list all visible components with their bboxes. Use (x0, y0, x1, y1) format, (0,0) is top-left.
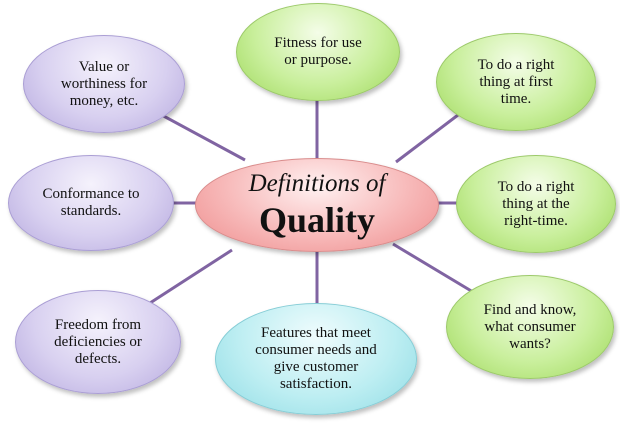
node-right-first-text: To do a right thing at first time. (477, 56, 555, 107)
node-features-text: Features that meet consumer needs and gi… (255, 325, 377, 392)
connector-right-first (395, 113, 459, 164)
node-conformance-text: Conformance to standards. (42, 186, 140, 219)
node-freedom: Freedom from deficiencies or defects. (15, 290, 181, 394)
node-right-first: To do a right thing at first time. (436, 33, 596, 131)
connector-find-know (392, 242, 479, 297)
node-features: Features that meet consumer needs and gi… (215, 303, 417, 415)
center-node: Definitions of Quality (195, 158, 439, 252)
connector-value (157, 111, 246, 162)
connector-freedom (149, 248, 233, 305)
node-find-know-text: Find and know, what consumer wants? (483, 301, 577, 352)
node-right-time: To do a right thing at the right-time. (456, 155, 616, 253)
node-find-know: Find and know, what consumer wants? (446, 275, 614, 379)
node-conformance: Conformance to standards. (8, 155, 174, 251)
center-title-line1: Definitions of (248, 170, 386, 197)
node-fitness-text: Fitness for use or purpose. (274, 35, 362, 68)
node-freedom-text: Freedom from deficiencies or defects. (54, 316, 142, 367)
node-fitness: Fitness for use or purpose. (236, 3, 400, 101)
node-value: Value or worthiness for money, etc. (23, 35, 185, 133)
node-right-time-text: To do a right thing at the right-time. (497, 178, 575, 229)
center-title-line2: Quality (258, 200, 375, 240)
node-value-text: Value or worthiness for money, etc. (60, 58, 148, 109)
